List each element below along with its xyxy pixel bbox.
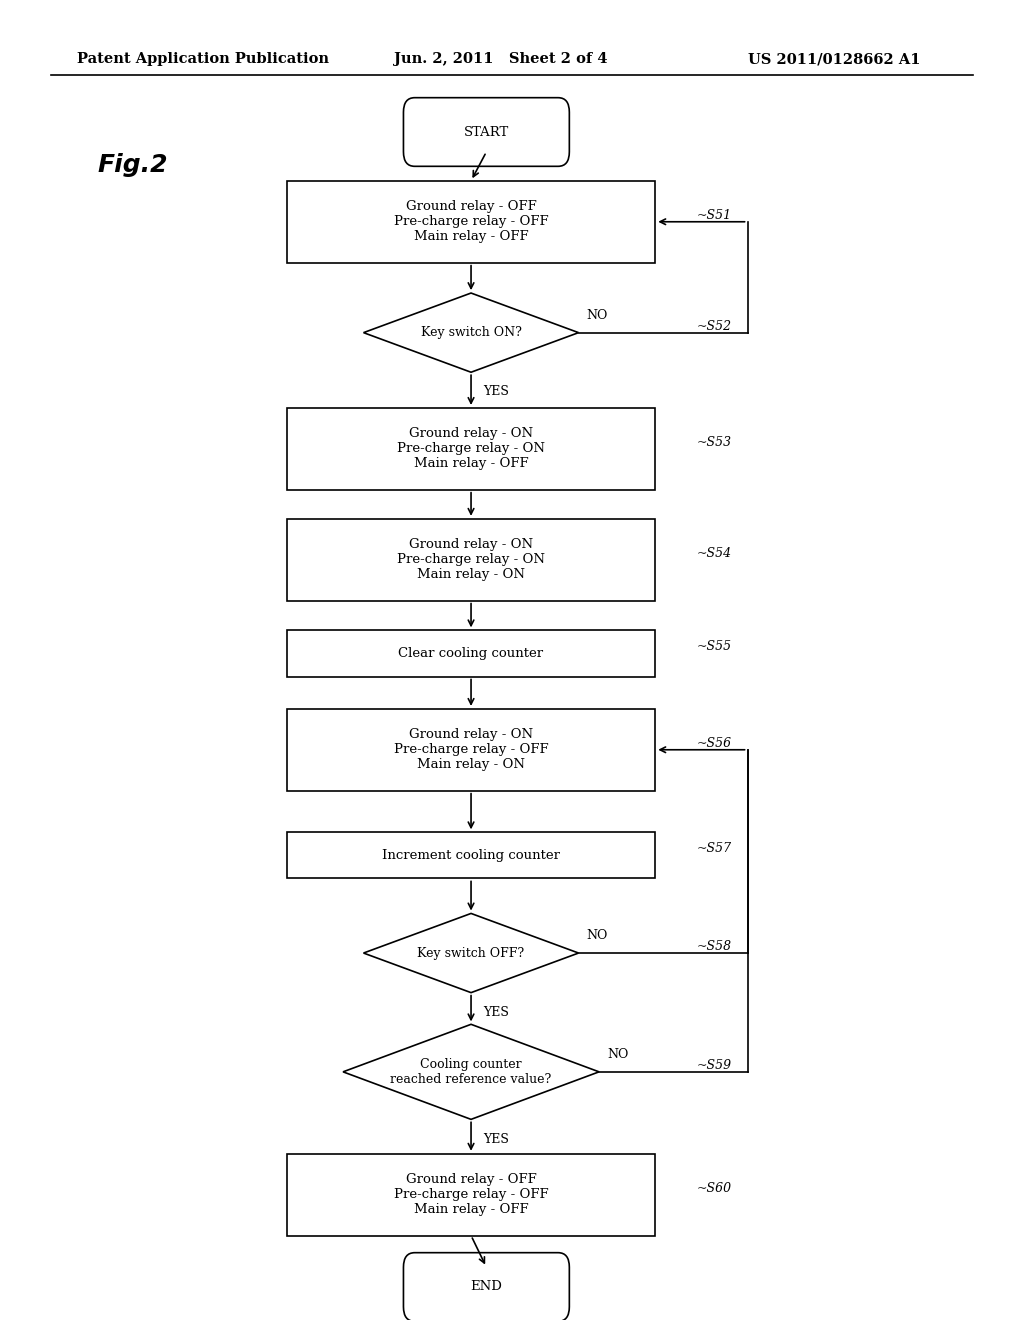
FancyBboxPatch shape (287, 408, 655, 490)
Text: Ground relay - OFF
Pre-charge relay - OFF
Main relay - OFF: Ground relay - OFF Pre-charge relay - OF… (393, 201, 549, 243)
FancyBboxPatch shape (403, 98, 569, 166)
Polygon shape (364, 293, 579, 372)
Text: ~S53: ~S53 (696, 436, 731, 449)
Text: Increment cooling counter: Increment cooling counter (382, 849, 560, 862)
Text: ~S55: ~S55 (696, 640, 731, 653)
FancyBboxPatch shape (287, 631, 655, 676)
Text: Jun. 2, 2011   Sheet 2 of 4: Jun. 2, 2011 Sheet 2 of 4 (394, 53, 607, 66)
Text: ~S58: ~S58 (696, 940, 731, 953)
FancyBboxPatch shape (287, 833, 655, 879)
Text: NO: NO (587, 309, 608, 322)
Text: YES: YES (483, 1133, 509, 1146)
FancyBboxPatch shape (287, 1154, 655, 1236)
FancyBboxPatch shape (287, 519, 655, 601)
Text: ~S59: ~S59 (696, 1059, 731, 1072)
Text: YES: YES (483, 1006, 509, 1019)
Text: START: START (464, 125, 509, 139)
Text: Cooling counter
reached reference value?: Cooling counter reached reference value? (390, 1057, 552, 1086)
Text: ~S57: ~S57 (696, 842, 731, 855)
Text: ~S60: ~S60 (696, 1181, 731, 1195)
Text: END: END (470, 1280, 503, 1294)
Text: YES: YES (483, 385, 509, 399)
FancyBboxPatch shape (287, 181, 655, 263)
Text: ~S51: ~S51 (696, 209, 731, 222)
Text: ~S52: ~S52 (696, 319, 731, 333)
Text: Key switch OFF?: Key switch OFF? (418, 946, 524, 960)
Text: Ground relay - ON
Pre-charge relay - OFF
Main relay - ON: Ground relay - ON Pre-charge relay - OFF… (393, 729, 549, 771)
Text: Patent Application Publication: Patent Application Publication (77, 53, 329, 66)
Polygon shape (343, 1024, 599, 1119)
Text: Fig.2: Fig.2 (98, 153, 168, 177)
Polygon shape (364, 913, 579, 993)
Text: ~S56: ~S56 (696, 737, 731, 750)
Text: Ground relay - ON
Pre-charge relay - ON
Main relay - OFF: Ground relay - ON Pre-charge relay - ON … (397, 428, 545, 470)
Text: US 2011/0128662 A1: US 2011/0128662 A1 (748, 53, 920, 66)
Text: Key switch ON?: Key switch ON? (421, 326, 521, 339)
Text: Clear cooling counter: Clear cooling counter (398, 647, 544, 660)
Text: ~S54: ~S54 (696, 546, 731, 560)
FancyBboxPatch shape (287, 709, 655, 791)
Text: NO: NO (607, 1048, 629, 1061)
FancyBboxPatch shape (403, 1253, 569, 1320)
Text: Ground relay - ON
Pre-charge relay - ON
Main relay - ON: Ground relay - ON Pre-charge relay - ON … (397, 539, 545, 581)
Text: NO: NO (587, 929, 608, 942)
Text: Ground relay - OFF
Pre-charge relay - OFF
Main relay - OFF: Ground relay - OFF Pre-charge relay - OF… (393, 1173, 549, 1216)
